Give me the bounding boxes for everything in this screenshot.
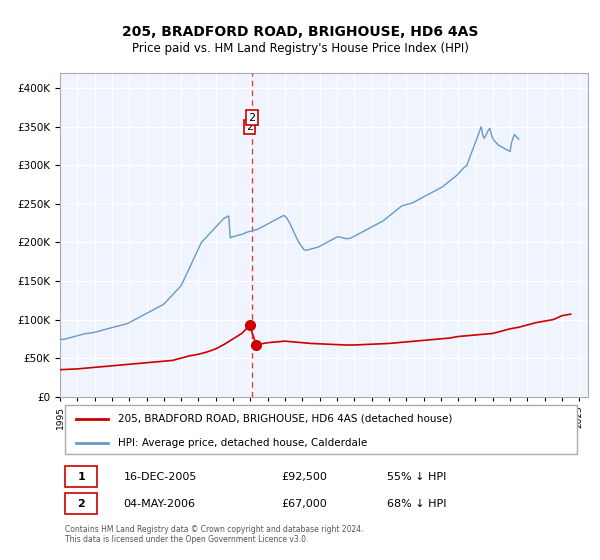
Text: 16-DEC-2005: 16-DEC-2005: [124, 472, 197, 482]
FancyBboxPatch shape: [65, 466, 97, 487]
Text: 205, BRADFORD ROAD, BRIGHOUSE, HD6 4AS (detached house): 205, BRADFORD ROAD, BRIGHOUSE, HD6 4AS (…: [118, 414, 452, 423]
Text: 04-MAY-2006: 04-MAY-2006: [124, 499, 196, 509]
Text: Contains HM Land Registry data © Crown copyright and database right 2024.
This d: Contains HM Land Registry data © Crown c…: [65, 525, 364, 544]
Text: Price paid vs. HM Land Registry's House Price Index (HPI): Price paid vs. HM Land Registry's House …: [131, 42, 469, 55]
Text: 2: 2: [246, 122, 253, 132]
Text: £92,500: £92,500: [282, 472, 328, 482]
Text: 2: 2: [77, 499, 85, 509]
Text: 1: 1: [77, 472, 85, 482]
Text: 205, BRADFORD ROAD, BRIGHOUSE, HD6 4AS: 205, BRADFORD ROAD, BRIGHOUSE, HD6 4AS: [122, 25, 478, 39]
Text: £67,000: £67,000: [282, 499, 328, 509]
Text: 68% ↓ HPI: 68% ↓ HPI: [388, 499, 447, 509]
FancyBboxPatch shape: [65, 493, 97, 514]
FancyBboxPatch shape: [65, 405, 577, 454]
Text: 55% ↓ HPI: 55% ↓ HPI: [388, 472, 447, 482]
Text: 2: 2: [248, 113, 256, 123]
Text: HPI: Average price, detached house, Calderdale: HPI: Average price, detached house, Cald…: [118, 438, 367, 448]
